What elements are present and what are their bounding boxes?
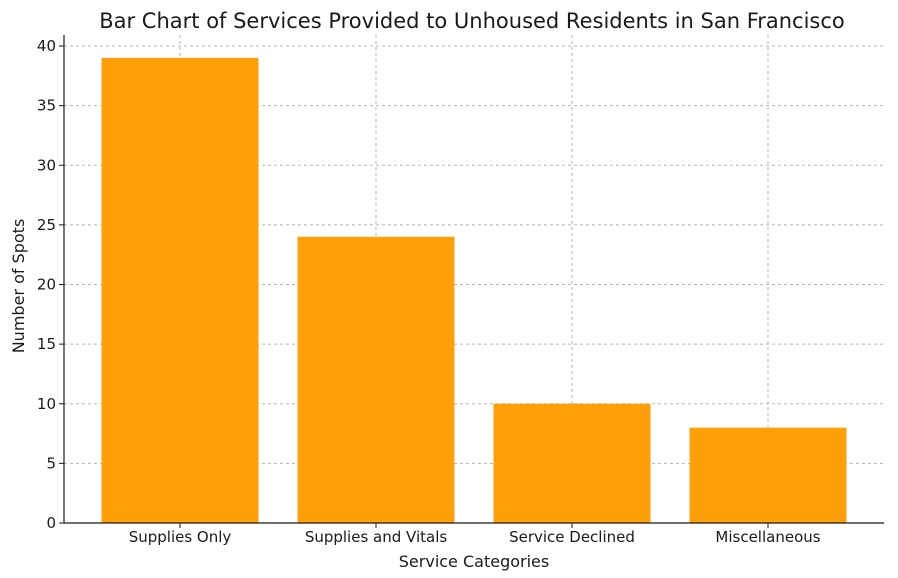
y-tick-label: 35 [37, 97, 56, 115]
x-tick-label: Miscellaneous [715, 528, 820, 546]
y-tick-label: 0 [46, 514, 56, 532]
y-tick-label: 30 [37, 156, 56, 174]
y-tick-label: 10 [37, 395, 56, 413]
x-axis-label: Service Categories [399, 552, 549, 571]
y-tick-label: 25 [37, 216, 56, 234]
axes [63, 35, 884, 524]
chart-title: Bar Chart of Services Provided to Unhous… [99, 9, 845, 33]
y-tick-label: 20 [37, 276, 56, 294]
x-tick-label: Supplies and Vitals [305, 528, 448, 546]
x-tick-label: Service Declined [509, 528, 635, 546]
bar [101, 57, 259, 524]
bars [101, 57, 847, 524]
y-tick-labels: 0 5 10 15 20 25 30 35 40 [37, 37, 64, 532]
y-tick-label: 40 [37, 37, 56, 55]
bar [689, 427, 847, 523]
bar [493, 403, 651, 523]
x-tick-labels: Supplies Only Supplies and Vitals Service … [129, 523, 821, 546]
y-tick-label: 5 [46, 454, 56, 472]
bar [297, 236, 455, 524]
y-axis-label: Number of Spots [9, 219, 28, 354]
x-tick-label: Supplies Only [129, 528, 232, 546]
y-tick-label: 15 [37, 335, 56, 353]
